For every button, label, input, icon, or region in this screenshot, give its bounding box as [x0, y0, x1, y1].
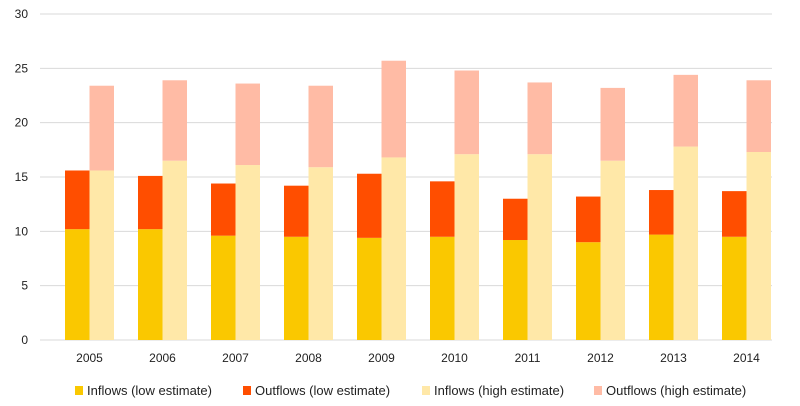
- y-tick-label: 30: [15, 7, 29, 21]
- x-tick-label: 2009: [368, 351, 395, 365]
- y-tick-label: 5: [21, 279, 28, 293]
- y-tick-label: 20: [15, 116, 29, 130]
- bar-outflows-high-estimate: [527, 82, 552, 155]
- x-tick-label: 2005: [76, 351, 103, 365]
- bar-inflows-low-estimate: [65, 229, 90, 340]
- legend-label: Outflows (high estimate): [606, 383, 747, 398]
- y-axis: 0 5 10 15 20 25 30: [15, 7, 29, 347]
- bar-outflows-low-estimate: [211, 183, 236, 236]
- bar-outflows-low-estimate: [722, 191, 747, 237]
- x-tick-label: 2013: [660, 351, 687, 365]
- y-tick-label: 0: [21, 333, 28, 347]
- x-tick-label: 2011: [515, 351, 541, 365]
- bar-outflows-high-estimate: [308, 85, 333, 168]
- legend-item-inflows-high: Inflows (high estimate): [422, 383, 564, 398]
- legend-item-outflows-low: Outflows (low estimate): [243, 383, 390, 398]
- bar-inflows-high-estimate: [89, 170, 114, 340]
- legend-label: Outflows (low estimate): [255, 383, 391, 398]
- bar-outflows-high-estimate: [746, 80, 771, 153]
- x-tick-label: 2010: [441, 351, 468, 365]
- bar-inflows-low-estimate: [430, 236, 455, 340]
- bar-outflows-high-estimate: [600, 87, 625, 161]
- legend-label: Inflows (low estimate): [87, 383, 212, 398]
- y-tick-label: 10: [15, 224, 29, 238]
- bar-outflows-low-estimate: [138, 175, 163, 230]
- legend: Inflows (low estimate) Outflows (low est…: [0, 383, 800, 405]
- bar-inflows-high-estimate: [162, 160, 187, 340]
- legend-item-outflows-high: Outflows (high estimate): [594, 383, 746, 398]
- bar-inflows-low-estimate: [576, 242, 601, 340]
- bar-inflows-high-estimate: [673, 146, 698, 340]
- bar-outflows-low-estimate: [649, 190, 674, 235]
- bar-outflows-high-estimate: [454, 70, 479, 155]
- legend-swatch: [75, 386, 83, 395]
- bar-inflows-high-estimate: [381, 157, 406, 340]
- bar-inflows-high-estimate: [235, 165, 260, 340]
- bar-inflows-high-estimate: [600, 160, 625, 340]
- bar-inflows-high-estimate: [746, 152, 771, 340]
- legend-item-inflows-low: Inflows (low estimate): [75, 383, 212, 398]
- x-tick-label: 2007: [222, 351, 249, 365]
- bar-outflows-low-estimate: [65, 170, 90, 230]
- bar-outflows-low-estimate: [503, 198, 528, 241]
- bar-inflows-low-estimate: [357, 237, 382, 340]
- bar-inflows-high-estimate: [454, 154, 479, 340]
- x-tick-label: 2008: [295, 351, 322, 365]
- bar-inflows-low-estimate: [503, 240, 528, 340]
- bar-inflows-low-estimate: [138, 229, 163, 340]
- x-tick-label: 2014: [733, 351, 760, 365]
- legend-swatch: [243, 386, 251, 395]
- y-tick-label: 25: [15, 61, 29, 75]
- legend-label: Inflows (high estimate): [434, 383, 565, 398]
- bar-chart: 0 5 10 15 20 25 30 2005 2006 2007 2008 2009 2010 201…: [15, 7, 772, 365]
- bar-outflows-low-estimate: [430, 181, 455, 237]
- legend-swatch: [594, 386, 602, 395]
- legend-swatch: [422, 386, 430, 395]
- bar-outflows-low-estimate: [576, 196, 601, 243]
- bar-inflows-low-estimate: [284, 236, 309, 340]
- bar-outflows-high-estimate: [673, 74, 698, 147]
- bar-inflows-low-estimate: [649, 234, 674, 340]
- bar-outflows-low-estimate: [284, 185, 309, 237]
- bar-outflows-high-estimate: [235, 83, 260, 166]
- x-tick-label: 2006: [149, 351, 176, 365]
- y-tick-label: 15: [15, 170, 29, 184]
- bar-inflows-low-estimate: [722, 236, 747, 340]
- bar-inflows-high-estimate: [527, 154, 552, 340]
- bar-outflows-high-estimate: [89, 85, 114, 171]
- bar-outflows-high-estimate: [381, 60, 406, 158]
- x-tick-label: 2012: [587, 351, 614, 365]
- bars: [65, 60, 771, 340]
- bar-outflows-low-estimate: [357, 173, 382, 238]
- x-axis: 2005 2006 2007 2008 2009 2010 2011 2012 2013 2014: [76, 351, 760, 365]
- bar-inflows-low-estimate: [211, 235, 236, 340]
- bar-inflows-high-estimate: [308, 167, 333, 340]
- bar-outflows-high-estimate: [162, 80, 187, 161]
